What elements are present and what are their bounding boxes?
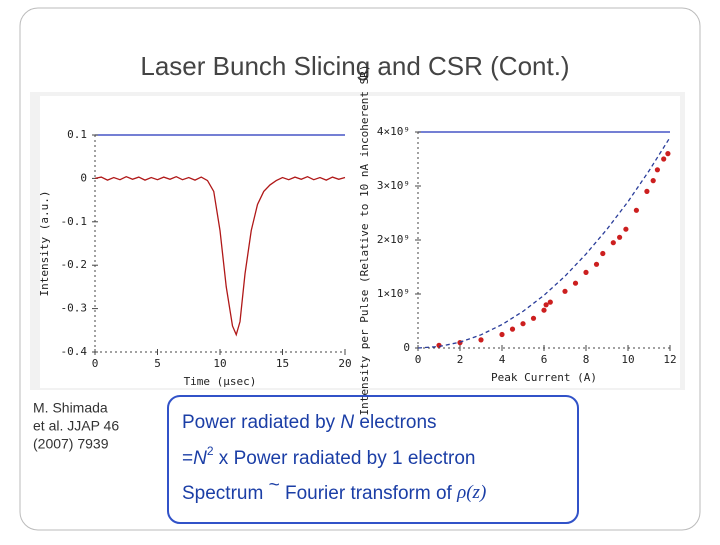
x-tick-label: 15 — [276, 357, 289, 370]
y-tick-label: 4×10⁹ — [377, 125, 410, 138]
citation-line: M. Shimada — [33, 400, 108, 416]
y-tick-label: 0 — [403, 341, 410, 354]
x-axis-label: Time (μsec) — [184, 375, 257, 388]
text: electrons — [354, 412, 436, 433]
text: ~ — [269, 475, 280, 496]
x-tick-label: 0 — [92, 357, 99, 370]
text: N — [193, 448, 207, 469]
text: ρ — [456, 482, 466, 503]
text: Fourier transform of — [280, 483, 457, 504]
slide-title: Laser Bunch Slicing and CSR (Cont.) — [140, 51, 569, 81]
y-tick-label: 2×10⁹ — [377, 233, 410, 246]
x-axis-label: Peak Current (A) — [491, 371, 597, 384]
line — [94, 175, 346, 337]
point — [547, 299, 553, 305]
point — [661, 156, 667, 162]
figure-right-bg — [360, 96, 680, 388]
y-tick-label: -0.1 — [61, 215, 88, 228]
citation-line: (2007) 7939 — [33, 436, 109, 452]
point — [499, 331, 505, 338]
y-tick-label: -0.2 — [61, 258, 88, 271]
point — [654, 167, 661, 173]
point — [665, 151, 671, 157]
point — [623, 226, 629, 232]
point — [583, 269, 589, 275]
formula-box — [167, 395, 579, 524]
y-tick-label: 0.1 — [67, 128, 87, 141]
figure-left-bg — [40, 96, 360, 388]
y-tick-label: 0 — [80, 171, 87, 184]
point — [509, 326, 516, 332]
formula-line: Power radiated by N electrons — [182, 412, 437, 433]
x-tick-label: 10 — [621, 353, 634, 366]
point — [644, 188, 650, 194]
x-tick-label: 8 — [583, 353, 590, 366]
y-axis-label: Intensity (a.u.) — [38, 191, 51, 297]
point — [650, 178, 656, 184]
text: (z) — [466, 482, 486, 503]
point — [562, 288, 568, 294]
formula-line: Spectrum ~ Fourier transform of ρ(z) — [182, 475, 486, 504]
point — [617, 234, 623, 240]
citation: M. Shimada et al. JJAP 46 (2007) 7939 — [33, 400, 119, 452]
y-tick-label: -0.4 — [61, 345, 88, 358]
point — [530, 315, 537, 321]
citation-line: et al. JJAP 46 — [33, 418, 119, 434]
point — [543, 302, 549, 308]
formula-line: =N2 x Power radiated by 1 electron — [182, 444, 475, 469]
point — [593, 261, 600, 267]
x-tick-label: 6 — [541, 353, 548, 366]
text: = — [182, 448, 193, 469]
point — [520, 321, 526, 327]
y-tick-label: -0.3 — [61, 302, 88, 315]
x-tick-label: 20 — [338, 357, 351, 370]
x-tick-label: 5 — [154, 357, 161, 370]
text: Spectrum — [182, 483, 269, 504]
x-tick-label: 2 — [457, 353, 464, 366]
point — [610, 240, 616, 246]
point — [478, 337, 484, 343]
x-tick-label: 0 — [415, 353, 422, 366]
point — [633, 207, 640, 213]
y-axis-label: Intensity per Pulse (Relative to 10 nA i… — [358, 65, 371, 416]
fit-line — [417, 137, 671, 349]
text: x Power radiated by 1 electron — [214, 448, 476, 469]
point — [600, 250, 606, 257]
y-tick-label: 1×10⁹ — [377, 287, 410, 300]
y-tick-label: 3×10⁹ — [377, 179, 410, 192]
point — [541, 307, 547, 313]
x-tick-label: 12 — [663, 353, 676, 366]
text: 2 — [207, 444, 214, 458]
text: Power radiated by — [182, 412, 340, 433]
text: N — [340, 412, 354, 433]
x-tick-label: 4 — [499, 353, 506, 366]
x-tick-label: 10 — [213, 357, 226, 370]
point — [572, 280, 579, 286]
formula-text: Power radiated by N electrons =N2 x Powe… — [182, 412, 486, 504]
